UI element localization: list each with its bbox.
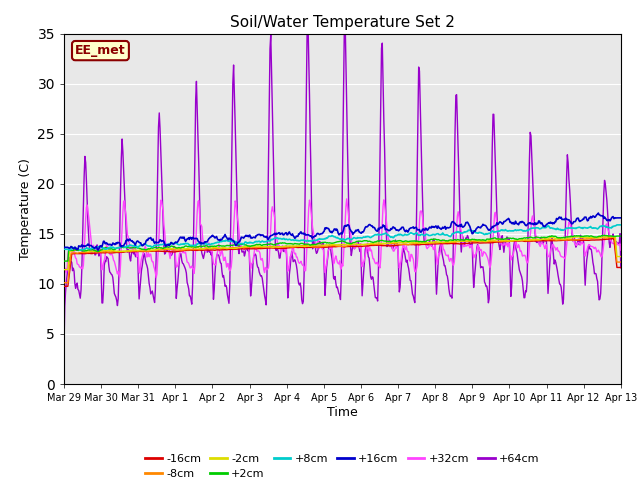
Line: +2cm: +2cm bbox=[64, 235, 621, 261]
+32cm bbox=[214, 250, 221, 255]
+16cm bbox=[70, 246, 78, 252]
+8cm bbox=[428, 232, 435, 238]
-16cm bbox=[214, 247, 221, 252]
-8cm bbox=[70, 250, 78, 256]
+64cm bbox=[428, 243, 435, 249]
+32cm bbox=[428, 242, 435, 248]
Line: +8cm: +8cm bbox=[64, 225, 621, 250]
Line: -2cm: -2cm bbox=[64, 236, 621, 270]
-8cm bbox=[609, 234, 616, 240]
+32cm bbox=[127, 244, 135, 250]
+2cm bbox=[70, 247, 78, 252]
Line: +64cm: +64cm bbox=[64, 19, 621, 347]
+2cm bbox=[60, 258, 68, 264]
Line: -8cm: -8cm bbox=[64, 237, 621, 283]
-16cm bbox=[70, 251, 78, 257]
+32cm bbox=[184, 260, 192, 265]
-16cm bbox=[426, 241, 434, 247]
-8cm bbox=[214, 246, 221, 252]
+32cm bbox=[343, 196, 351, 202]
-16cm bbox=[127, 249, 135, 254]
+64cm bbox=[127, 252, 135, 257]
+16cm bbox=[411, 225, 419, 230]
-8cm bbox=[184, 247, 192, 252]
+32cm bbox=[617, 247, 625, 253]
+64cm bbox=[70, 268, 78, 274]
+8cm bbox=[76, 247, 84, 253]
+2cm bbox=[184, 244, 192, 250]
-16cm bbox=[617, 264, 625, 270]
+2cm bbox=[426, 237, 434, 243]
+2cm bbox=[127, 245, 135, 251]
+8cm bbox=[411, 231, 419, 237]
-16cm bbox=[184, 248, 192, 253]
+32cm bbox=[70, 248, 78, 253]
+2cm bbox=[410, 239, 418, 244]
-2cm bbox=[410, 240, 418, 246]
X-axis label: Time: Time bbox=[327, 406, 358, 419]
+64cm bbox=[411, 300, 419, 305]
-8cm bbox=[60, 280, 68, 286]
+16cm bbox=[428, 225, 435, 231]
+16cm bbox=[617, 215, 625, 221]
-2cm bbox=[184, 245, 192, 251]
Line: +32cm: +32cm bbox=[64, 199, 621, 330]
+8cm bbox=[613, 222, 621, 228]
+2cm bbox=[600, 232, 607, 238]
+32cm bbox=[411, 269, 419, 275]
+8cm bbox=[214, 240, 222, 245]
Legend: -16cm, -8cm, -2cm, +2cm, +8cm, +16cm, +32cm, +64cm: -16cm, -8cm, -2cm, +2cm, +8cm, +16cm, +3… bbox=[141, 449, 544, 480]
+16cm bbox=[94, 247, 102, 253]
-16cm bbox=[60, 283, 68, 289]
-16cm bbox=[610, 236, 618, 241]
+2cm bbox=[617, 233, 625, 239]
+64cm bbox=[60, 344, 68, 350]
Line: -16cm: -16cm bbox=[64, 239, 621, 286]
+64cm bbox=[617, 265, 625, 271]
+8cm bbox=[60, 246, 68, 252]
-2cm bbox=[605, 233, 613, 239]
Text: EE_met: EE_met bbox=[75, 44, 126, 57]
-2cm bbox=[214, 245, 221, 251]
+8cm bbox=[70, 245, 78, 251]
+8cm bbox=[617, 222, 625, 228]
-2cm bbox=[426, 240, 434, 245]
+8cm bbox=[128, 243, 136, 249]
+32cm bbox=[60, 327, 68, 333]
-2cm bbox=[617, 253, 625, 259]
+64cm bbox=[214, 251, 221, 257]
-8cm bbox=[426, 240, 434, 246]
+16cm bbox=[214, 237, 222, 243]
+8cm bbox=[185, 241, 193, 247]
-16cm bbox=[410, 242, 418, 248]
-2cm bbox=[70, 248, 78, 253]
-8cm bbox=[617, 259, 625, 265]
+64cm bbox=[184, 282, 192, 288]
Title: Soil/Water Temperature Set 2: Soil/Water Temperature Set 2 bbox=[230, 15, 455, 30]
+64cm bbox=[341, 16, 349, 22]
-2cm bbox=[127, 248, 135, 253]
Line: +16cm: +16cm bbox=[64, 213, 621, 250]
-8cm bbox=[127, 249, 135, 254]
+16cm bbox=[128, 238, 136, 244]
+16cm bbox=[60, 244, 68, 250]
+16cm bbox=[185, 235, 193, 240]
Y-axis label: Temperature (C): Temperature (C) bbox=[19, 158, 32, 260]
+2cm bbox=[214, 243, 221, 249]
+16cm bbox=[595, 210, 602, 216]
-2cm bbox=[60, 267, 68, 273]
-8cm bbox=[410, 241, 418, 247]
